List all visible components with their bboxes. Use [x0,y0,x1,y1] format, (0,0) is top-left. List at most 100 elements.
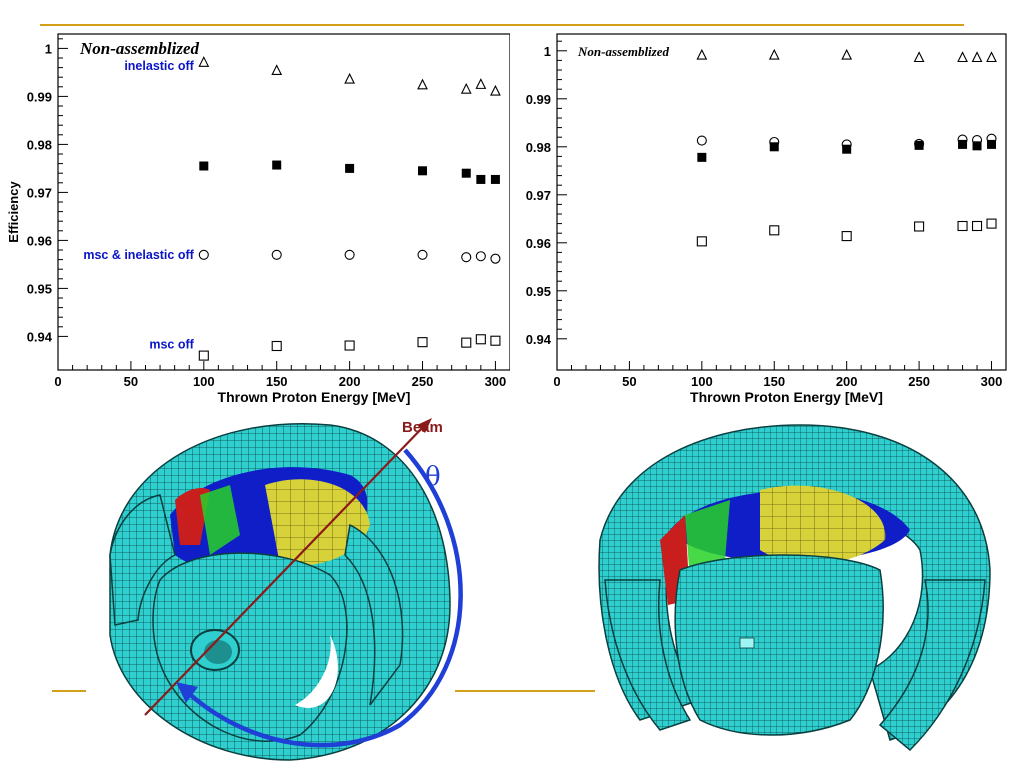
efficiency-plot-right-svg: 0 50 100 150 200 250 300 0.94 0.95 0.96 0.97 0.98 0.… [526,33,1007,405]
data-point-open-square [198,350,209,361]
data-series-triangle [696,48,997,63]
bottom-left-rule [52,690,86,692]
theta-arrowhead [176,682,198,703]
data-point-open-square [696,236,707,247]
data-point-triangle [841,48,853,60]
data-point-triangle [475,78,487,89]
data-point-open-square [841,231,852,242]
data-point-triangle [957,51,968,63]
chart-title: Non-assemblized [79,39,200,58]
data-point-filled-square [842,144,852,154]
data-point-circle [198,249,209,260]
x-tick-label: 0 [553,374,560,389]
data-point-open-square [271,340,282,352]
series-annotation: msc & inelastic off [83,248,194,262]
data-series-circle [198,249,501,264]
detector-open-svg: Beam θ [109,418,463,761]
beam-label: Beam [402,419,443,436]
data-point-filled-square [272,160,282,170]
y-tick-label: 0.98 [27,137,52,152]
data-point-filled-square [972,141,982,151]
inner-cavity-yellow [265,479,370,566]
data-point-triangle [460,82,472,94]
data-point-triangle [913,51,925,63]
data-point-filled-square [769,142,779,152]
beam-arrowhead [417,418,432,433]
data-point-triangle [417,78,428,90]
data-point-filled-square [914,140,924,150]
data-point-open-square [344,340,355,351]
data-point-filled-square [697,152,707,162]
x-tick-label: 100 [691,374,713,389]
right-panel [878,579,986,752]
data-series-open-square [696,218,997,247]
left-panel [604,579,692,731]
data-point-open-square [475,334,486,345]
y-tick-label: 1 [45,41,52,56]
left-wedge [109,494,176,626]
chart-title: Non-assemblized [577,44,670,59]
x-tick-label: 200 [339,374,361,389]
beam-line [144,424,426,716]
data-point-circle [475,251,486,262]
data-point-filled-square [199,161,209,171]
data-point-filled-square [418,166,428,176]
x-tick-label: 50 [622,374,636,389]
data-point-circle [490,253,501,264]
barrel-window [739,637,755,649]
data-point-open-square [957,220,968,232]
y-tick-label: 0.99 [27,89,52,104]
x-tick-label: 50 [124,374,138,389]
plot-frame [57,33,511,371]
data-point-circle [344,249,355,260]
data-point-circle [417,249,428,260]
data-point-open-square [461,337,472,348]
data-point-triangle [696,48,708,60]
data-point-triangle [986,51,997,63]
data-point-open-square [971,220,983,232]
data-point-filled-square [461,168,471,178]
data-point-filled-square [476,174,486,184]
y-tick-label: 0.94 [526,332,552,347]
y-tick-label: 0.97 [27,185,52,200]
x-tick-label: 250 [908,374,930,389]
inner-cavity-yellow [760,485,886,564]
plot-frame [556,33,1007,371]
data-point-triangle [271,64,283,76]
x-tick-label: 200 [836,374,858,389]
detector-cutaway-view [590,420,1000,765]
data-point-open-square [914,221,925,232]
x-tick-label: 300 [981,374,1003,389]
series-annotation: inelastic off [124,59,194,73]
front-hemisphere [152,552,348,743]
data-point-triangle [198,56,210,67]
y-tick-label: 0.95 [526,284,551,299]
data-point-open-square [490,335,501,346]
right-wedge [344,523,404,706]
y-tick-label: 0.98 [526,140,551,155]
y-axis-label: Efficiency [6,181,21,243]
top-rule [40,24,964,26]
data-point-circle [461,252,472,263]
data-point-filled-square [490,174,500,184]
data-point-open-square [769,225,780,236]
x-tick-label: 300 [485,374,507,389]
x-tick-label: 250 [412,374,434,389]
bottom-gap [295,635,338,708]
front-barrel [674,554,884,736]
data-point-triangle [768,48,780,60]
data-series-filled-square [199,160,500,184]
data-point-circle [271,249,282,260]
detector-cutaway-svg [598,424,991,752]
y-tick-label: 0.94 [27,329,53,344]
x-axis-label: Thrown Proton Energy [MeV] [218,389,411,405]
data-point-filled-square [987,139,997,149]
data-series-triangle [198,56,501,96]
beam-hole-inner [204,640,232,664]
y-tick-label: 0.96 [526,236,551,251]
data-series-filled-square [697,139,997,162]
data-point-open-square [417,337,428,348]
data-series-open-square [198,334,501,361]
x-tick-label: 0 [54,374,61,389]
theta-arc [183,448,463,748]
